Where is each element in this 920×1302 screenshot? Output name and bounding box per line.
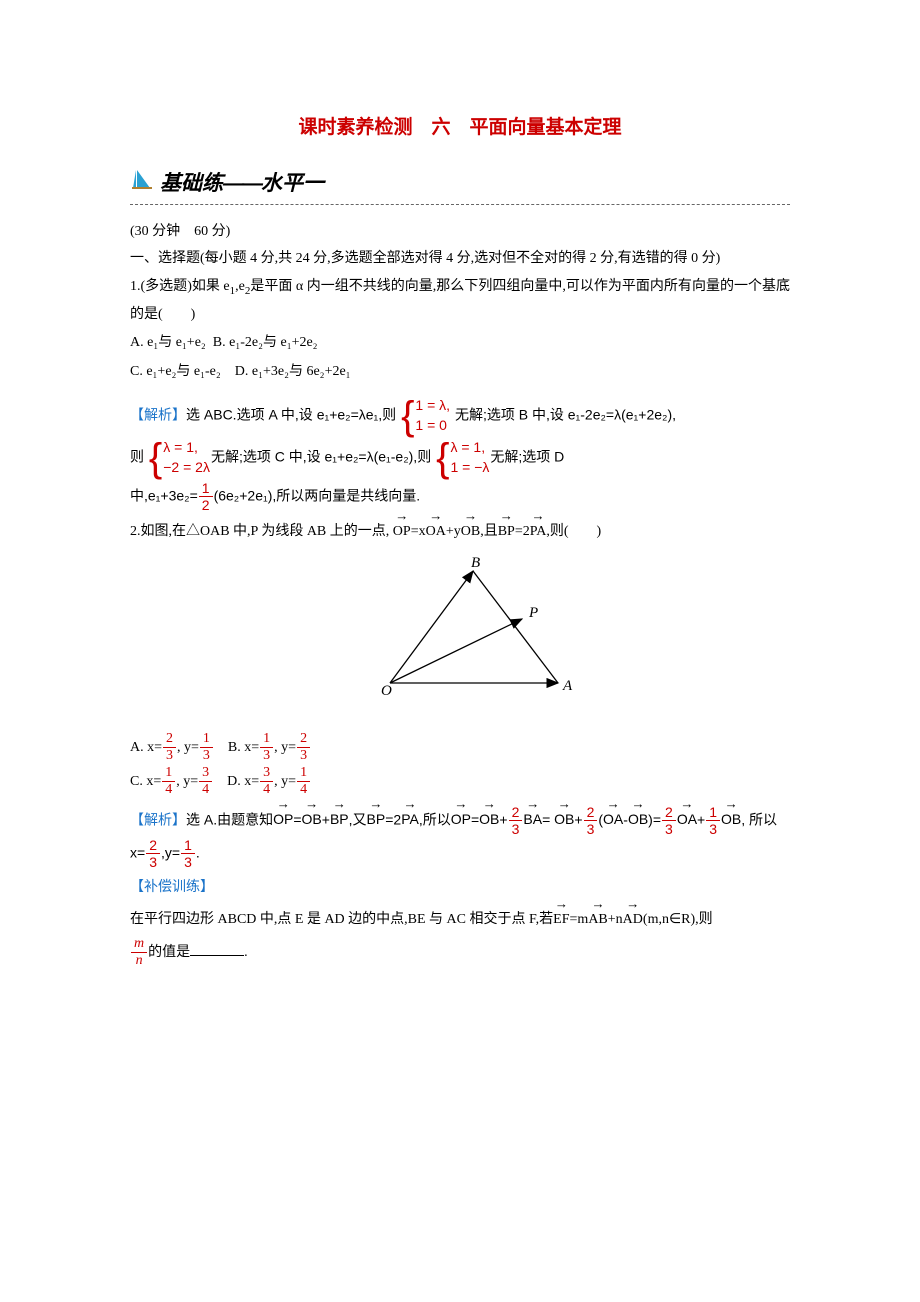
q1a-t3: 则: [130, 448, 144, 464]
q1a-t5: 无解;选项 D: [490, 448, 564, 464]
label-a: A: [562, 678, 573, 694]
vec-oa: →OA: [426, 519, 446, 546]
sys1-r1: 1 = λ,: [415, 396, 450, 416]
label-b: B: [471, 555, 480, 571]
section-dash: ——: [223, 164, 261, 204]
sys3-r2: 1 = −λ: [450, 458, 489, 478]
q1a-t4: 无解;选项 C 中,设 e₁+e₂=λ(e₁-e₂),则: [211, 448, 431, 464]
sys1-r2: 1 = 0: [415, 416, 450, 436]
q1-answer-line1: 【解析】选 ABC.选项 A 中,设 e₁+e₂=λe₁,则 { 1 = λ,1…: [130, 396, 790, 436]
brace-system-1: { 1 = λ,1 = 0: [401, 396, 450, 436]
q1-stem-a: 1.(多选题)如果 e: [130, 279, 230, 294]
section-main: 基础练: [160, 164, 223, 204]
section-sub: 水平一: [261, 164, 324, 204]
q1-stem-b: ,e: [235, 279, 245, 294]
q1-stem: 1.(多选题)如果 e1,e2是平面 α 内一组不共线的向量,那么下列四组向量中…: [130, 274, 790, 328]
q2-p2: =x: [411, 524, 426, 539]
sys2-r1: λ = 1,: [163, 438, 210, 458]
brace-system-2: { λ = 1,−2 = 2λ: [149, 438, 210, 478]
vec-bp: →BP: [498, 519, 515, 546]
q2-p3: +y: [446, 524, 461, 539]
q1a-t1: 选 ABC.选项 A 中,设 e₁+e₂=λe₁,则: [186, 406, 396, 422]
sys3-r1: λ = 1,: [450, 438, 489, 458]
label-p: P: [528, 605, 538, 621]
sail-icon: [130, 168, 154, 194]
vec-pa: →PA: [530, 519, 547, 546]
q3-stem: 在平行四边形 ABCD 中,点 E 是 AD 边的中点,BE 与 AC 相交于点…: [130, 907, 790, 934]
section-header: 基础练 —— 水平一: [130, 164, 790, 205]
q2-stem: 2.如图,在△OAB 中,P 为线段 AB 上的一点, →OP=x→OA+y→O…: [130, 519, 790, 546]
q2-answer: 【解析】选 A.由题意知→OP=→OB+→BP,又→BP=2→PA,所以→OP=…: [130, 804, 790, 870]
q1-opt-cd: C. e₁+e₂与 e₁-e₂ D. e₁+3e₂与 6e₂+2e₁: [130, 359, 790, 386]
q2-p6: ,则( ): [546, 524, 601, 539]
q3-stem-2: mn的值是.: [130, 936, 790, 969]
q1a-t2: 无解;选项 B 中,设 e₁-2e₂=λ(e₁+2e₂),: [455, 406, 676, 422]
part1-heading: 一、选择题(每小题 4 分,共 24 分,多选题全部选对得 4 分,选对但不全对…: [130, 246, 790, 273]
answer-blank: [190, 941, 244, 956]
time-score: (30 分钟 60 分): [130, 219, 790, 246]
q1-answer-line3: 中,e₁+3e₂=12(6e₂+2e₁),所以两向量是共线向量.: [130, 480, 790, 513]
q1-opt-ab: A. e₁与 e₁+e₂ B. e₁-2e₂与 e₁+2e₂: [130, 330, 790, 357]
q1a-t7: (6e₂+2e₁),所以两向量是共线向量.: [214, 487, 421, 503]
q1a-t6: 中,e₁+3e₂=: [130, 487, 198, 503]
q2-choices-cd: C. x=14, y=34 D. x=34, y=14: [130, 765, 790, 798]
frac-half: 12: [199, 480, 213, 513]
q2-p5: =2: [515, 524, 530, 539]
sys2-r2: −2 = 2λ: [163, 458, 210, 478]
triangle-figure-svg: O A B P: [325, 555, 595, 705]
analysis-label: 【解析】: [130, 408, 186, 423]
q2-figure: O A B P: [130, 555, 790, 716]
q2-choices-ab: A. x=23, y=13 B. x=13, y=23: [130, 731, 790, 764]
q2-p4: ,且: [480, 524, 498, 539]
vec-ob: →OB: [461, 519, 480, 546]
page-title: 课时素养检测 六 平面向量基本定理: [130, 110, 790, 146]
label-o: O: [381, 683, 392, 699]
supplement-label: 【补偿训练】: [130, 875, 790, 902]
vec-op: →OP: [393, 519, 411, 546]
analysis-label-2: 【解析】: [130, 813, 186, 828]
brace-system-3: { λ = 1,1 = −λ: [436, 438, 489, 478]
frac-mn: mn: [131, 936, 147, 969]
q2-p1: 2.如图,在△OAB 中,P 为线段 AB 上的一点,: [130, 524, 389, 539]
q1-answer-line2: 则 { λ = 1,−2 = 2λ 无解;选项 C 中,设 e₁+e₂=λ(e₁…: [130, 438, 790, 478]
